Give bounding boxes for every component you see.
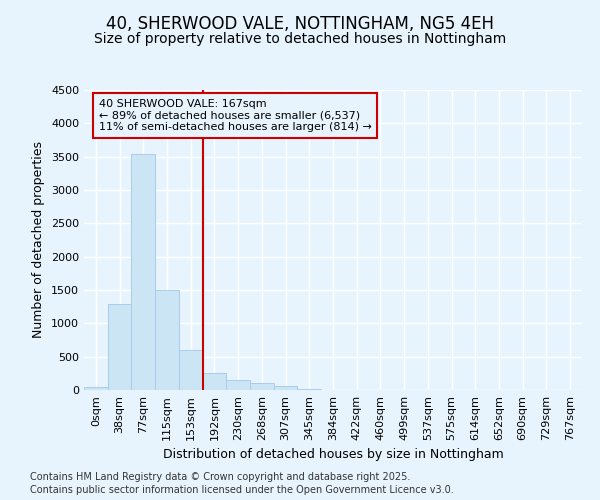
Text: Contains public sector information licensed under the Open Government Licence v3: Contains public sector information licen… [30, 485, 454, 495]
Bar [179, 350, 203, 390]
Text: Contains HM Land Registry data © Crown copyright and database right 2025.: Contains HM Land Registry data © Crown c… [30, 472, 410, 482]
Bar [226, 380, 250, 390]
Text: 40 SHERWOOD VALE: 167sqm
← 89% of detached houses are smaller (6,537)
11% of sem: 40 SHERWOOD VALE: 167sqm ← 89% of detach… [99, 99, 372, 132]
Bar [131, 154, 155, 390]
Bar [108, 304, 131, 390]
Bar [155, 290, 179, 390]
Text: 40, SHERWOOD VALE, NOTTINGHAM, NG5 4EH: 40, SHERWOOD VALE, NOTTINGHAM, NG5 4EH [106, 15, 494, 33]
Bar [250, 384, 274, 390]
Text: Size of property relative to detached houses in Nottingham: Size of property relative to detached ho… [94, 32, 506, 46]
Bar [203, 374, 226, 390]
Bar [274, 386, 298, 390]
Bar [84, 386, 108, 390]
X-axis label: Distribution of detached houses by size in Nottingham: Distribution of detached houses by size … [163, 448, 503, 462]
Y-axis label: Number of detached properties: Number of detached properties [32, 142, 46, 338]
